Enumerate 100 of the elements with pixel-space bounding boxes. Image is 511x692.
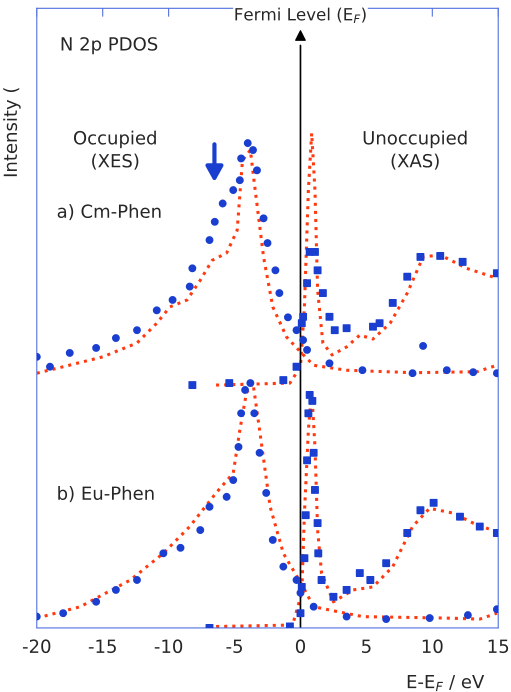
point (253, 166, 261, 174)
point (330, 326, 339, 334)
point (342, 612, 351, 621)
point (159, 549, 168, 558)
point (271, 266, 280, 274)
point (296, 609, 304, 618)
point (356, 569, 364, 578)
point (133, 326, 141, 334)
point (458, 258, 467, 266)
point (326, 312, 334, 321)
point (456, 512, 464, 521)
point (408, 369, 416, 378)
point (366, 576, 374, 584)
point (206, 236, 214, 244)
point (310, 448, 318, 457)
annotation: a) Cm-Phen (58, 204, 161, 220)
point (342, 586, 351, 594)
y-axis-title: Intensity ( (3, 88, 21, 176)
point (237, 154, 246, 162)
point (292, 326, 300, 334)
point (279, 562, 288, 571)
point (476, 522, 484, 531)
point (229, 476, 238, 484)
point (234, 442, 242, 451)
point (188, 264, 196, 272)
point (403, 272, 412, 281)
point (268, 536, 277, 544)
point (416, 252, 424, 261)
x-tick-label: 5 (362, 640, 371, 654)
point (329, 592, 338, 601)
point (284, 313, 292, 322)
annotation: Occupied (XES) (74, 130, 156, 170)
x-tick-label: 10 (422, 639, 443, 654)
ref-line-label: Fermi Level (E$_{F}$) (235, 8, 366, 24)
point (92, 344, 100, 352)
point (314, 549, 322, 558)
x-tick-label: -20 (22, 639, 50, 654)
point (419, 342, 428, 350)
point (236, 176, 244, 184)
point (262, 488, 270, 497)
point (188, 381, 196, 390)
point (152, 306, 161, 314)
point (382, 615, 390, 624)
x-tick-label: -10 (154, 639, 182, 654)
point (303, 346, 312, 354)
point (299, 312, 308, 321)
point (314, 519, 322, 528)
x-axis-title: E-E$_{F}$ / eV (408, 675, 484, 692)
point (92, 598, 100, 606)
point (310, 602, 318, 611)
point (275, 289, 284, 297)
point (416, 506, 424, 514)
point (303, 456, 312, 464)
point (225, 379, 234, 388)
x-tick-label: 0 (296, 639, 306, 654)
point (133, 576, 141, 584)
point (298, 582, 306, 591)
x-tick-label: -5 (226, 640, 242, 654)
point (302, 511, 310, 520)
annotation: Unoccupied (XAS) (364, 130, 467, 170)
point (279, 376, 288, 384)
point (246, 379, 254, 388)
point (436, 252, 444, 260)
point (249, 146, 257, 154)
point (464, 611, 472, 620)
point (206, 502, 214, 511)
point (430, 498, 438, 507)
point (244, 139, 252, 148)
point (326, 359, 334, 368)
point (66, 348, 74, 357)
point (112, 334, 120, 342)
point (342, 324, 351, 332)
point (426, 614, 434, 622)
point (229, 186, 238, 194)
point (292, 576, 300, 584)
point (292, 362, 300, 371)
point (46, 362, 54, 371)
annotation: b) Eu-Phen (58, 486, 154, 502)
point (382, 559, 390, 568)
point (308, 396, 316, 405)
point (299, 336, 308, 344)
x-tick-label: 15 (488, 640, 508, 654)
point (311, 248, 319, 256)
point (256, 448, 264, 457)
point (176, 544, 184, 552)
point (186, 282, 194, 291)
point (196, 526, 204, 534)
point (304, 409, 312, 418)
point (311, 486, 319, 494)
point (318, 289, 327, 297)
x-tick-label: -15 (88, 640, 116, 654)
point (388, 298, 397, 307)
point (264, 239, 272, 248)
point (250, 409, 258, 418)
point (314, 266, 322, 274)
point (303, 279, 312, 288)
point (260, 214, 268, 222)
point (59, 609, 68, 618)
point (168, 296, 177, 304)
point (300, 554, 308, 562)
